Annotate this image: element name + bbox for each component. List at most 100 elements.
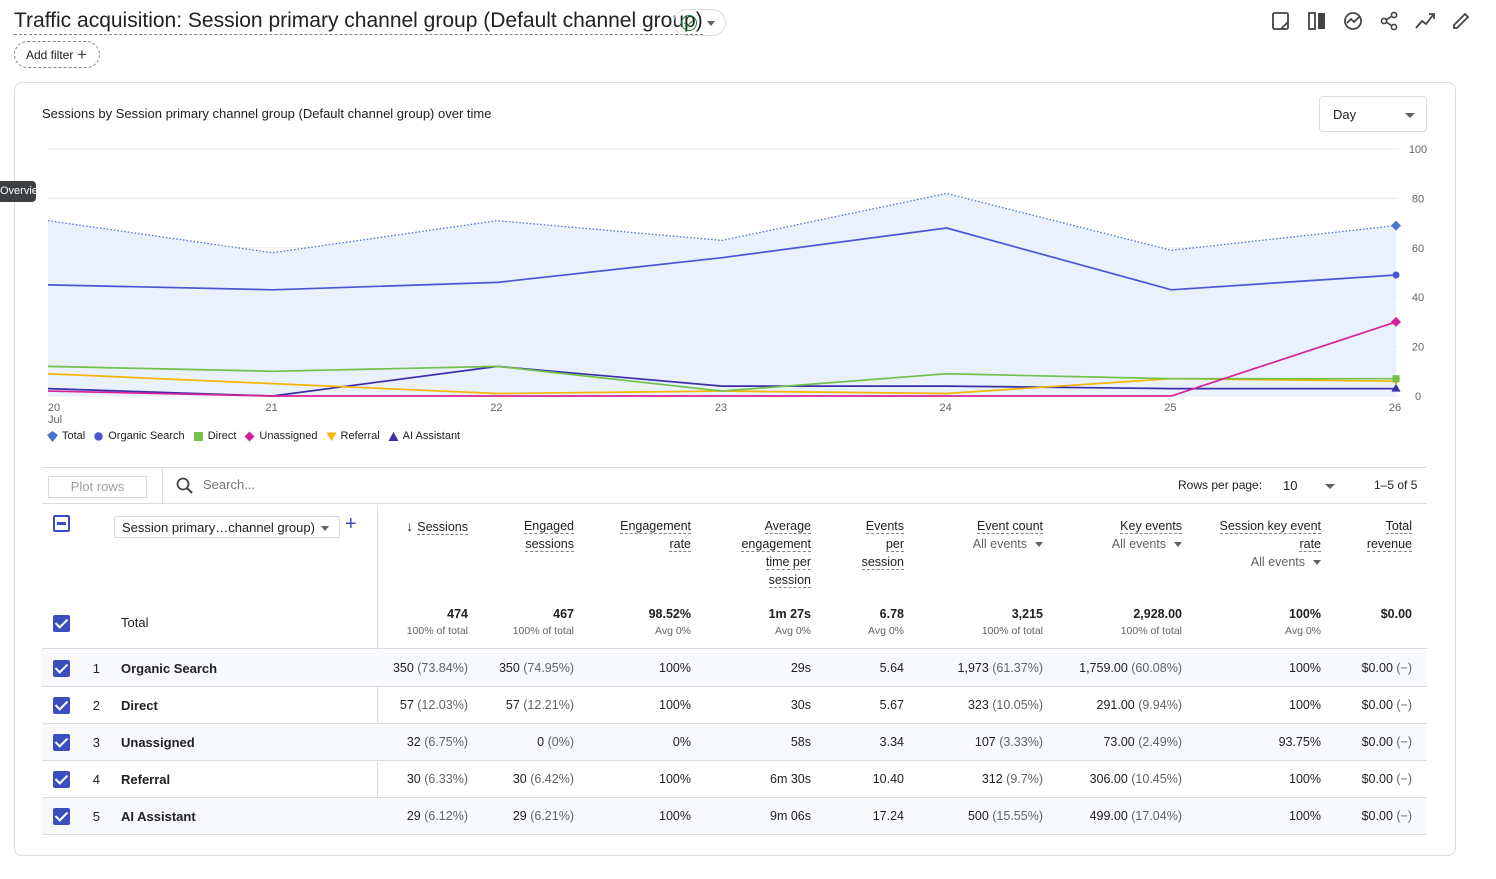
row-dimension-value[interactable]: Organic Search [121, 661, 218, 676]
table-cell: $0.00 (−) [1361, 661, 1412, 675]
pagination-status: 1–5 of 5 [1374, 478, 1418, 492]
granularity-select[interactable]: Day [1319, 96, 1427, 132]
column-header-key-events[interactable]: Key events All events [1111, 519, 1182, 553]
search-input[interactable] [203, 477, 503, 492]
table-row: 4 Referral 30 (6.33%) 30 (6.42%) 100% 6m 30s 1… [42, 761, 1427, 798]
legend-marker-icon [47, 430, 58, 442]
column-header-engaged-sessions[interactable]: Engaged sessions [523, 519, 574, 552]
dropdown-arrow-icon[interactable] [1325, 484, 1335, 489]
compare-icon[interactable] [1306, 10, 1328, 32]
column-header-sessions[interactable]: ↓ Sessions [406, 518, 468, 535]
legend-item[interactable]: Organic Search [93, 430, 185, 442]
column-header-events-per-session[interactable]: Events per session [861, 519, 904, 570]
legend-marker-icon [94, 431, 103, 441]
dropdown-arrow-icon [321, 526, 329, 531]
table-toolbar: Plot rows Rows per page: 10 1–5 of 5 [42, 467, 1427, 504]
table-row: 3 Unassigned 32 (6.75%) 0 (0%) 0% 58s 3.34 107 … [42, 724, 1427, 761]
insights-icon[interactable] [1342, 10, 1364, 32]
legend-item[interactable]: Total [47, 430, 85, 442]
series-line-direct [47, 365, 1396, 392]
column-header-avg-engagement-time[interactable]: Average engagement time per session [741, 519, 811, 588]
dimension-select-value: Session primary…channel group) [122, 520, 315, 535]
row-dimension-value[interactable]: Direct [121, 698, 158, 713]
row-dimension-value[interactable]: AI Assistant [121, 809, 196, 824]
total-row-checkbox[interactable] [53, 615, 70, 632]
table-cell: 10.40 [872, 772, 904, 786]
table-cell: 107 (3.33%) [974, 735, 1043, 749]
row-checkbox[interactable] [53, 660, 70, 677]
sort-down-icon: ↓ [406, 518, 414, 534]
check-circle-icon [681, 15, 697, 31]
plot-rows-button[interactable]: Plot rows [48, 476, 147, 498]
y-tick-label: 80 [1412, 193, 1424, 205]
dropdown-arrow-icon [1174, 542, 1182, 548]
column-header-session-key-event-rate[interactable]: Session key event rate All events [1211, 517, 1321, 571]
row-checkbox[interactable] [53, 808, 70, 825]
table-cell: 5.67 [879, 698, 904, 712]
dimension-select[interactable]: Session primary…channel group) [114, 516, 340, 538]
legend-item[interactable]: AI Assistant [388, 430, 460, 442]
legend-item[interactable]: Unassigned [244, 430, 318, 442]
table-cell: 306.00 (10.45%) [1089, 772, 1182, 786]
column-header-total-revenue[interactable]: Total revenue [1366, 519, 1412, 552]
row-dimension-value[interactable]: Unassigned [121, 735, 195, 750]
overview-tab[interactable]: Overview [0, 181, 36, 202]
row-checkbox[interactable] [53, 697, 70, 714]
row-checkbox[interactable] [53, 734, 70, 751]
customize-report-icon[interactable] [1270, 10, 1292, 32]
table-cell: 100% [1289, 698, 1321, 712]
table-cell: 5.64 [879, 661, 904, 675]
row-index: 2 [92, 698, 100, 713]
event-filter-select[interactable]: All events [1211, 553, 1321, 571]
search-icon [176, 477, 193, 494]
table-cell: 0 (0%) [537, 735, 574, 749]
share-icon[interactable] [1378, 10, 1400, 32]
total-subtext: 100% of total [406, 625, 468, 637]
row-dimension-value[interactable]: Referral [121, 772, 171, 787]
x-tick-label: 25 [1164, 402, 1176, 414]
table-cell: 30 (6.33%) [406, 772, 468, 786]
row-index: 3 [92, 735, 100, 750]
event-filter-select[interactable]: All events [1112, 535, 1182, 553]
report-status-pill[interactable] [673, 9, 726, 36]
row-checkbox[interactable] [53, 771, 70, 788]
table-cell: 29s [790, 661, 811, 675]
x-tick-label: 22 [490, 402, 502, 414]
y-tick-label: 0 [1415, 391, 1421, 403]
trend-icon[interactable] [1414, 10, 1436, 32]
page-title[interactable]: Traffic acquisition: Session primary cha… [14, 8, 703, 35]
legend-item[interactable]: Direct [193, 430, 236, 442]
table-cell: 29 (6.21%) [512, 809, 574, 823]
table-row: 5 AI Assistant 29 (6.12%) 29 (6.21%) 100% 9m … [42, 798, 1427, 835]
total-cell: 474 100% of total [407, 607, 468, 637]
table-cell: 57 (12.03%) [399, 698, 468, 712]
table-cell: $0.00 (−) [1361, 735, 1412, 749]
table-cell: 57 (12.21%) [505, 698, 574, 712]
total-value: 100% [1289, 607, 1321, 621]
add-dimension-button[interactable]: + [345, 513, 357, 535]
event-filter-select[interactable]: All events [973, 535, 1043, 553]
total-subtext: Avg 0% [775, 625, 811, 637]
table-cell: 100% [659, 772, 691, 786]
select-all-checkbox[interactable] [53, 515, 70, 532]
table-cell: 100% [659, 809, 691, 823]
total-row: Total 474 100% of total 467 100% of total 98… [42, 603, 1427, 649]
total-subtext: 100% of total [512, 625, 574, 637]
total-cell: 1m 27s Avg 0% [769, 607, 811, 637]
rows-per-page-select[interactable]: 10 [1283, 478, 1298, 493]
total-label: Total [121, 615, 149, 630]
edit-icon[interactable] [1450, 10, 1472, 32]
column-header-engagement-rate[interactable]: Engagement rate [620, 519, 691, 552]
granularity-value: Day [1333, 107, 1357, 122]
total-cell: 6.78 Avg 0% [868, 607, 904, 637]
column-header-event-count[interactable]: Event count All events [972, 519, 1043, 553]
dropdown-arrow-icon [1035, 542, 1043, 548]
table-row: 2 Direct 57 (12.03%) 57 (12.21%) 100% 30s 5.67… [42, 687, 1427, 724]
series-line-total [47, 192, 1397, 254]
add-filter-button[interactable]: Add filter + [14, 41, 100, 68]
total-cell: $0.00 [1381, 607, 1412, 625]
table-cell: 350 (74.95%) [498, 661, 574, 675]
table-cell: 0% [672, 735, 691, 749]
legend-item[interactable]: Referral [326, 430, 380, 442]
dropdown-arrow-icon [1313, 560, 1321, 566]
